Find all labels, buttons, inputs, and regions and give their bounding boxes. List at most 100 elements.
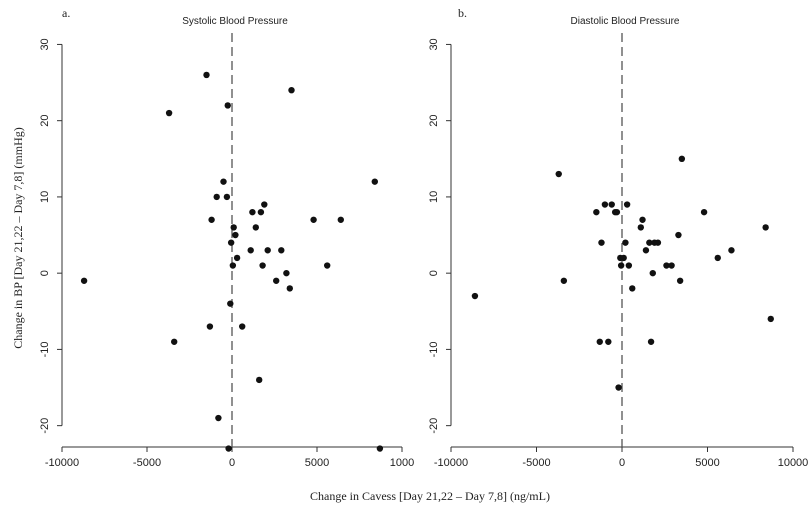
data-point [615, 384, 622, 391]
x-tick-label: 1000 [390, 457, 414, 469]
data-point [639, 216, 646, 223]
data-point [220, 178, 227, 185]
x-tick-label: -5000 [133, 457, 161, 469]
data-point [249, 208, 256, 216]
data-point [283, 269, 290, 277]
data-point [613, 208, 621, 216]
data-point [605, 338, 612, 345]
data-point [233, 254, 241, 262]
data-point [608, 201, 615, 208]
data-point [206, 323, 214, 330]
panel-diastolic: b. Diastolic Blood Pressure -20 -10 0 10 20 30 -… [428, 6, 808, 469]
data-point [230, 224, 237, 231]
data-point [213, 193, 220, 201]
data-point [371, 178, 378, 185]
x-tick-label: 5000 [305, 457, 329, 469]
data-point [223, 193, 231, 201]
data-point [225, 445, 232, 452]
data-point [337, 216, 344, 223]
y-tick-label: 10 [39, 191, 51, 203]
chart-title: Diastolic Blood Pressure [571, 16, 680, 27]
data-point [224, 102, 231, 109]
data-point [596, 338, 603, 345]
panel-systolic: a. Systolic Blood Pressure -20 -10 0 10 20 30 -1… [39, 6, 414, 469]
x-tick-label: 0 [229, 457, 235, 469]
data-point [620, 254, 627, 262]
y-tick-label: -20 [428, 418, 440, 434]
data-point [654, 239, 662, 246]
data-point [171, 338, 178, 345]
data-point [208, 216, 215, 223]
data-point [598, 239, 605, 246]
data-point [593, 208, 600, 216]
data-point [649, 269, 656, 277]
data-point [215, 414, 222, 422]
data-point [261, 201, 268, 208]
y-tick-label: -10 [428, 341, 440, 357]
data-point [239, 323, 246, 330]
data-point [247, 247, 254, 254]
data-point [324, 262, 331, 269]
data-point [286, 285, 293, 292]
data-point [617, 262, 625, 269]
data-point [278, 247, 285, 254]
data-point [80, 277, 88, 284]
y-tick-label: 10 [428, 191, 440, 203]
data-point [622, 239, 629, 246]
data-point [560, 277, 568, 284]
y-tick-label: 0 [39, 270, 51, 276]
data-point [625, 262, 633, 269]
data-point [676, 277, 684, 284]
data-point [227, 239, 235, 246]
data-point [288, 86, 295, 94]
y-tick-label: 20 [39, 115, 51, 127]
data-point [714, 254, 721, 262]
data-point [259, 262, 266, 269]
data-point [663, 262, 670, 269]
data-point [675, 231, 682, 239]
data-point [762, 224, 769, 231]
x-tick-label: -5000 [522, 457, 550, 469]
data-point [227, 300, 234, 307]
data-point [642, 247, 650, 254]
data-point [165, 109, 173, 117]
data-point [376, 445, 384, 452]
data-point [273, 277, 280, 284]
data-point [232, 231, 239, 239]
x-axis-label: Change in Cavess [Day 21,22 – Day 7,8] (… [310, 489, 550, 503]
data-point [256, 376, 263, 384]
panel-label: a. [62, 6, 70, 20]
y-tick-label: 0 [428, 270, 440, 276]
data-point [471, 292, 479, 300]
x-tick-label: 0 [619, 457, 625, 469]
data-point [629, 285, 636, 292]
x-tick-label: -10000 [45, 457, 79, 469]
y-tick-label: 30 [39, 38, 51, 50]
data-point [252, 224, 259, 231]
y-tick-label: 20 [428, 115, 440, 127]
panel-label: b. [458, 6, 467, 20]
data-point [700, 208, 708, 216]
x-tick-label: 10000 [778, 457, 809, 469]
data-point [257, 208, 265, 216]
x-tick-label: -10000 [434, 457, 468, 469]
chart-title: Systolic Blood Pressure [182, 16, 288, 27]
data-point [646, 239, 653, 246]
data-point [264, 247, 271, 254]
data-point [647, 338, 655, 345]
x-tick-label: 5000 [695, 457, 719, 469]
data-point [310, 216, 317, 223]
y-tick-label: -20 [39, 418, 51, 434]
data-point [637, 224, 645, 231]
data-point [229, 262, 237, 269]
data-point [668, 262, 675, 269]
data-point [767, 315, 774, 323]
data-point [728, 247, 735, 254]
y-tick-label: 30 [428, 38, 440, 50]
data-point [203, 71, 210, 79]
data-point [601, 201, 609, 208]
data-point [623, 201, 631, 208]
y-tick-label: -10 [39, 341, 51, 357]
